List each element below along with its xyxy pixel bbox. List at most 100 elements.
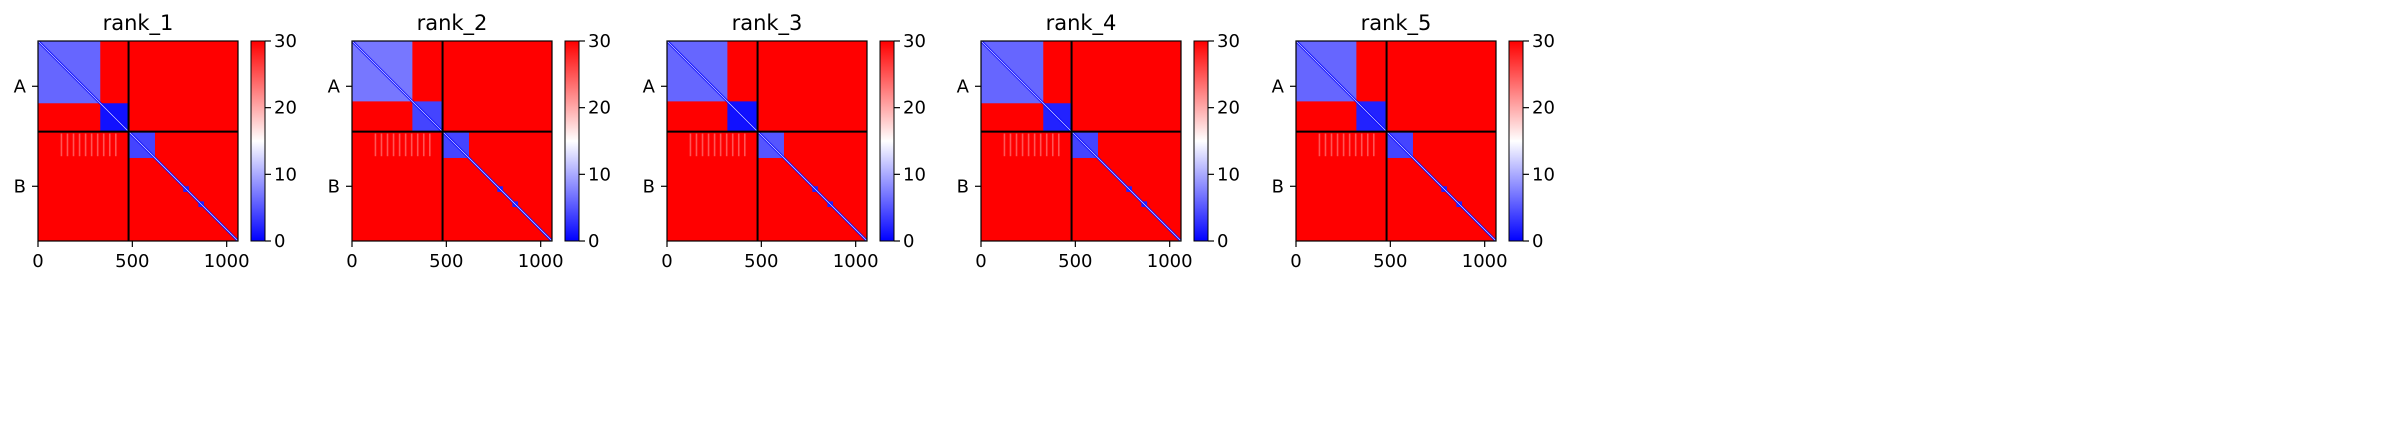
- colorbar-tick-label: 10: [274, 164, 297, 185]
- matrix-texture: [1372, 133, 1375, 157]
- x-tick-label: 0: [32, 251, 43, 272]
- x-tick-label: 0: [975, 251, 986, 272]
- matrix-frame: [980, 40, 1182, 242]
- panel-title: rank_4: [1046, 11, 1117, 36]
- colorbar: [564, 40, 580, 242]
- matrix-texture: [1360, 133, 1363, 157]
- x-tick-label: 1000: [204, 251, 250, 272]
- matrix-texture: [66, 133, 69, 157]
- y-tick-label: B: [328, 176, 340, 197]
- matrix-texture: [1003, 133, 1006, 157]
- matrix-texture: [114, 133, 117, 157]
- matrix-texture: [1324, 133, 1327, 157]
- matrix-texture: [1057, 133, 1060, 157]
- x-tick-label: 1000: [518, 251, 564, 272]
- matrix-texture: [707, 133, 710, 157]
- matrix-texture: [743, 133, 746, 157]
- colorbar-tick-label: 30: [588, 31, 611, 52]
- matrix-texture: [731, 133, 734, 157]
- colorbar-tick-label: 10: [903, 164, 926, 185]
- matrix-frame: [1295, 40, 1497, 242]
- matrix-texture: [1027, 133, 1030, 157]
- pae-panel-3: rank_3 0 500 1000 A B 0 10 20 30: [643, 11, 926, 272]
- matrix-texture: [1342, 133, 1345, 157]
- x-tick-label: 0: [1290, 251, 1301, 272]
- matrix-texture: [410, 133, 413, 157]
- x-tick-label: 500: [1058, 251, 1092, 272]
- colorbar: [1508, 40, 1524, 242]
- diagonal-highlight: [1296, 41, 1496, 241]
- colorbar-tick-label: 0: [1532, 231, 1543, 252]
- matrix-texture: [404, 133, 407, 157]
- y-tick-label: A: [643, 76, 656, 97]
- matrix-texture: [737, 133, 740, 157]
- y-tick-label: B: [643, 176, 655, 197]
- matrix-texture: [1033, 133, 1036, 157]
- matrix-texture: [725, 133, 728, 157]
- matrix-texture: [84, 133, 87, 157]
- x-tick-label: 500: [115, 251, 149, 272]
- matrix-texture: [701, 133, 704, 157]
- matrix-texture: [78, 133, 81, 157]
- panel-title: rank_5: [1361, 11, 1432, 36]
- colorbar-tick-label: 0: [588, 231, 599, 252]
- matrix-texture: [392, 133, 395, 157]
- y-tick-label: A: [1272, 76, 1285, 97]
- matrix-texture: [374, 133, 377, 157]
- diagonal-highlight: [38, 41, 238, 241]
- matrix-texture: [428, 133, 431, 157]
- colorbar-tick-label: 20: [1532, 98, 1555, 119]
- matrix-texture: [60, 133, 63, 157]
- matrix-texture: [695, 133, 698, 157]
- y-tick-label: A: [328, 76, 341, 97]
- colorbar: [1193, 40, 1209, 242]
- x-tick-label: 500: [429, 251, 463, 272]
- colorbar-tick-label: 10: [588, 164, 611, 185]
- matrix-texture: [1051, 133, 1054, 157]
- matrix-texture: [1354, 133, 1357, 157]
- matrix-texture: [1021, 133, 1024, 157]
- colorbar-tick-label: 0: [1217, 231, 1228, 252]
- colorbar-tick-label: 20: [588, 98, 611, 119]
- colorbar: [879, 40, 895, 242]
- pae-panel-5: rank_5 0 500 1000 A B 0 10 20 30: [1272, 11, 1555, 272]
- matrix-texture: [713, 133, 716, 157]
- matrix-texture: [398, 133, 401, 157]
- y-tick-label: B: [957, 176, 969, 197]
- y-tick-label: A: [957, 76, 970, 97]
- y-tick-label: B: [1272, 176, 1284, 197]
- colorbar: [250, 40, 266, 242]
- pae-matrix: [981, 41, 1181, 241]
- matrix-texture: [1009, 133, 1012, 157]
- x-tick-label: 0: [661, 251, 672, 272]
- matrix-texture: [1330, 133, 1333, 157]
- matrix-texture: [90, 133, 93, 157]
- panel-title: rank_1: [103, 11, 174, 36]
- panel-title: rank_2: [417, 11, 488, 36]
- matrix-texture: [1336, 133, 1339, 157]
- diagonal-highlight: [352, 41, 552, 241]
- colorbar-tick-label: 10: [1217, 164, 1240, 185]
- pae-matrix: [38, 41, 238, 241]
- matrix-texture: [102, 133, 105, 157]
- pae-panel-2: rank_2 0 500 1000 A B 0 10 20 30: [328, 11, 611, 272]
- colorbar-tick-label: 20: [903, 98, 926, 119]
- matrix-texture: [1318, 133, 1321, 157]
- pae-matrix: [667, 41, 867, 241]
- x-tick-label: 1000: [1147, 251, 1193, 272]
- matrix-texture: [380, 133, 383, 157]
- colorbar-tick-label: 30: [903, 31, 926, 52]
- colorbar-tick-label: 10: [1532, 164, 1555, 185]
- matrix-texture: [1348, 133, 1351, 157]
- matrix-texture: [689, 133, 692, 157]
- x-tick-label: 0: [346, 251, 357, 272]
- x-tick-label: 1000: [1462, 251, 1508, 272]
- diagonal-highlight: [981, 41, 1181, 241]
- pae-panel-1: rank_1 0 500 1000 A B 0 10 20 30: [14, 11, 297, 272]
- colorbar-tick-label: 30: [1532, 31, 1555, 52]
- matrix-frame: [666, 40, 868, 242]
- matrix-texture: [416, 133, 419, 157]
- colorbar-tick-label: 30: [274, 31, 297, 52]
